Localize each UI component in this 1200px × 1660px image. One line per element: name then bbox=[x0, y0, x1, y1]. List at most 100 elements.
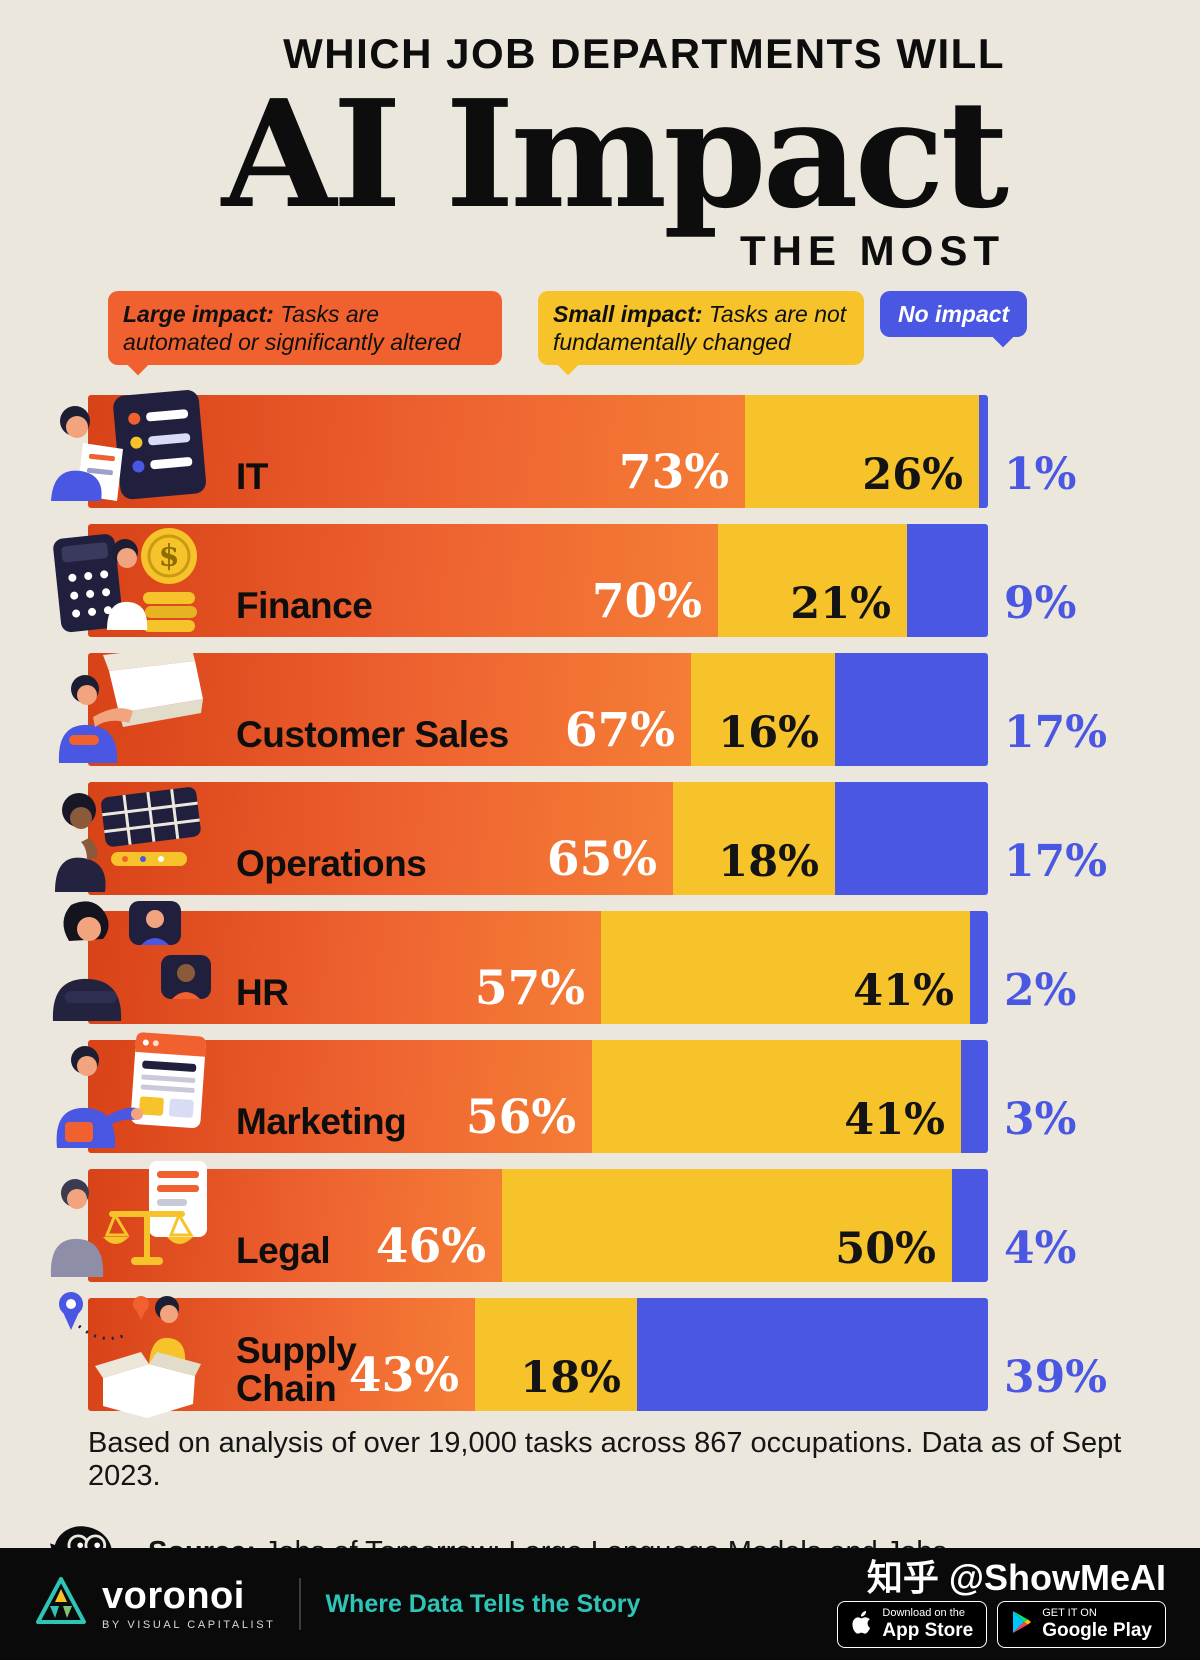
segment-no-impact bbox=[835, 781, 988, 895]
legend-small-impact: Small impact: Tasks are not fundamentall… bbox=[538, 290, 864, 365]
finance-illustration-icon: $ bbox=[44, 508, 216, 648]
no-impact-value: 1% bbox=[1004, 448, 1077, 500]
small-impact-value: 16% bbox=[718, 707, 819, 758]
department-label: IT bbox=[236, 455, 268, 497]
large-impact-value: 65% bbox=[546, 831, 657, 887]
bar-row-customer-sales: Customer Sales 67% 16% 17% bbox=[58, 644, 1107, 766]
it-illustration-icon bbox=[44, 379, 216, 519]
bar-row-legal: Legal 46% 50% 4% bbox=[50, 1160, 1076, 1282]
footer-right: 知乎 @ShowMeAI Download on the App Store bbox=[837, 1560, 1166, 1648]
supply-chain-illustration-icon bbox=[44, 1282, 216, 1422]
legend-small-rest: Tasks are not fundamentally changed bbox=[553, 300, 847, 355]
no-impact-value: 17% bbox=[1004, 835, 1108, 887]
app-store-small-label: Download on the bbox=[882, 1607, 965, 1620]
department-label: Operations bbox=[236, 842, 427, 884]
large-impact-value: 73% bbox=[618, 444, 729, 500]
page-title: AI Impact bbox=[221, 67, 1009, 241]
legend-large-impact: Large impact: Tasks are automated or sig… bbox=[108, 290, 502, 365]
customer-sales-illustration-icon bbox=[44, 637, 216, 777]
app-store-text: Download on the App Store bbox=[882, 1607, 973, 1641]
stacked-bar bbox=[88, 1297, 988, 1411]
bar-row-finance: $ Finance 70% 21% 9% bbox=[53, 523, 1076, 637]
segment-no-impact bbox=[970, 910, 988, 1024]
google-play-badge[interactable]: GET IT ON Google Play bbox=[997, 1601, 1166, 1648]
legend-large-lead: Large impact: bbox=[123, 300, 274, 327]
legend: Large impact: Tasks are automated or sig… bbox=[0, 290, 1200, 377]
small-impact-value: 18% bbox=[718, 836, 819, 887]
hr-illustration-icon bbox=[44, 895, 216, 1035]
title-suffix: THE MOST bbox=[740, 226, 1005, 274]
department-label: Legal bbox=[236, 1229, 331, 1271]
segment-small-impact bbox=[718, 523, 907, 637]
google-play-text: GET IT ON Google Play bbox=[1042, 1607, 1152, 1641]
no-impact-value: 17% bbox=[1004, 706, 1108, 758]
legal-illustration-icon bbox=[44, 1153, 216, 1293]
legend-no-impact: No impact bbox=[880, 290, 1028, 337]
no-impact-value: 4% bbox=[1004, 1222, 1077, 1274]
large-impact-value: 70% bbox=[591, 573, 702, 629]
segment-small-impact bbox=[601, 910, 970, 1024]
watermark: 知乎 @ShowMeAI bbox=[866, 1557, 1166, 1598]
department-label: Customer Sales bbox=[236, 713, 509, 755]
large-impact-value: 43% bbox=[348, 1347, 459, 1403]
no-impact-value: 39% bbox=[1004, 1351, 1108, 1403]
app-store-badge[interactable]: Download on the App Store bbox=[837, 1601, 988, 1648]
footer-divider bbox=[299, 1578, 302, 1630]
segment-small-impact bbox=[691, 652, 835, 766]
legend-small-lead: Small impact: bbox=[553, 300, 703, 327]
google-play-big-label: Google Play bbox=[1042, 1619, 1152, 1641]
voronoi-brand: voronoi BY VISUAL CAPITALIST bbox=[34, 1575, 275, 1634]
title-kicker: WHICH JOB DEPARTMENTS WILL bbox=[283, 30, 1005, 77]
bar-row-supply-chain: Supply Chain 43% 18% 39% bbox=[59, 1291, 1107, 1418]
footer-tagline: Where Data Tells the Story bbox=[325, 1589, 641, 1618]
small-impact-value: 21% bbox=[790, 578, 891, 629]
segment-small-impact bbox=[502, 1168, 952, 1282]
segment-small-impact bbox=[745, 394, 979, 508]
stacked-bar-chart: IT 73% 26% 1% bbox=[0, 389, 1200, 1418]
segment-no-impact bbox=[979, 394, 988, 508]
large-impact-value: 56% bbox=[465, 1089, 576, 1145]
no-impact-value: 2% bbox=[1004, 964, 1077, 1016]
app-store-big-label: App Store bbox=[882, 1619, 974, 1641]
small-impact-value: 41% bbox=[853, 965, 954, 1016]
segment-small-impact bbox=[475, 1297, 637, 1411]
department-label: Marketing bbox=[236, 1100, 407, 1142]
department-label: Finance bbox=[236, 584, 373, 626]
department-label: HR bbox=[236, 971, 289, 1013]
no-impact-value: 9% bbox=[1004, 577, 1077, 629]
brand-name: voronoi bbox=[102, 1575, 245, 1617]
large-impact-value: 57% bbox=[474, 960, 585, 1016]
bar-row-hr: HR 57% 41% 2% bbox=[52, 900, 1076, 1024]
apple-icon bbox=[851, 1609, 873, 1640]
large-impact-value: 67% bbox=[564, 702, 675, 758]
segment-no-impact bbox=[907, 523, 988, 637]
stacked-bar bbox=[88, 781, 988, 895]
small-impact-value: 50% bbox=[835, 1223, 936, 1274]
footer-bar: voronoi BY VISUAL CAPITALIST Where Data … bbox=[0, 1548, 1200, 1660]
legend-none-lead: No impact bbox=[898, 300, 1010, 327]
google-play-icon bbox=[1011, 1610, 1033, 1639]
voronoi-logo-icon bbox=[34, 1575, 88, 1634]
large-impact-value: 46% bbox=[375, 1218, 486, 1274]
brand-text: voronoi BY VISUAL CAPITALIST bbox=[102, 1577, 275, 1631]
small-impact-value: 18% bbox=[520, 1352, 621, 1403]
store-badges: Download on the App Store GE bbox=[837, 1601, 1166, 1648]
bar-row-marketing: Marketing 56% 41% 3% bbox=[56, 1032, 1076, 1153]
bar-row-operations: Operations 65% 18% 17% bbox=[55, 781, 1107, 895]
svg-text:$: $ bbox=[159, 539, 180, 574]
footnote: Based on analysis of over 19,000 tasks a… bbox=[88, 1426, 1122, 1492]
small-impact-value: 41% bbox=[844, 1094, 945, 1145]
segment-no-impact bbox=[961, 1039, 988, 1153]
title-block: WHICH JOB DEPARTMENTS WILL AI Impact THE… bbox=[0, 0, 1200, 275]
segment-no-impact bbox=[637, 1297, 988, 1411]
segment-no-impact bbox=[835, 652, 988, 766]
marketing-illustration-icon bbox=[44, 1024, 216, 1164]
legend-large-rest: Tasks are automated or significantly alt… bbox=[123, 300, 461, 355]
no-impact-value: 3% bbox=[1004, 1093, 1077, 1145]
google-play-small-label: GET IT ON bbox=[1042, 1607, 1097, 1620]
stacked-bar bbox=[88, 394, 988, 508]
small-impact-value: 26% bbox=[862, 449, 963, 500]
segment-small-impact bbox=[673, 781, 835, 895]
operations-illustration-icon bbox=[44, 766, 216, 906]
